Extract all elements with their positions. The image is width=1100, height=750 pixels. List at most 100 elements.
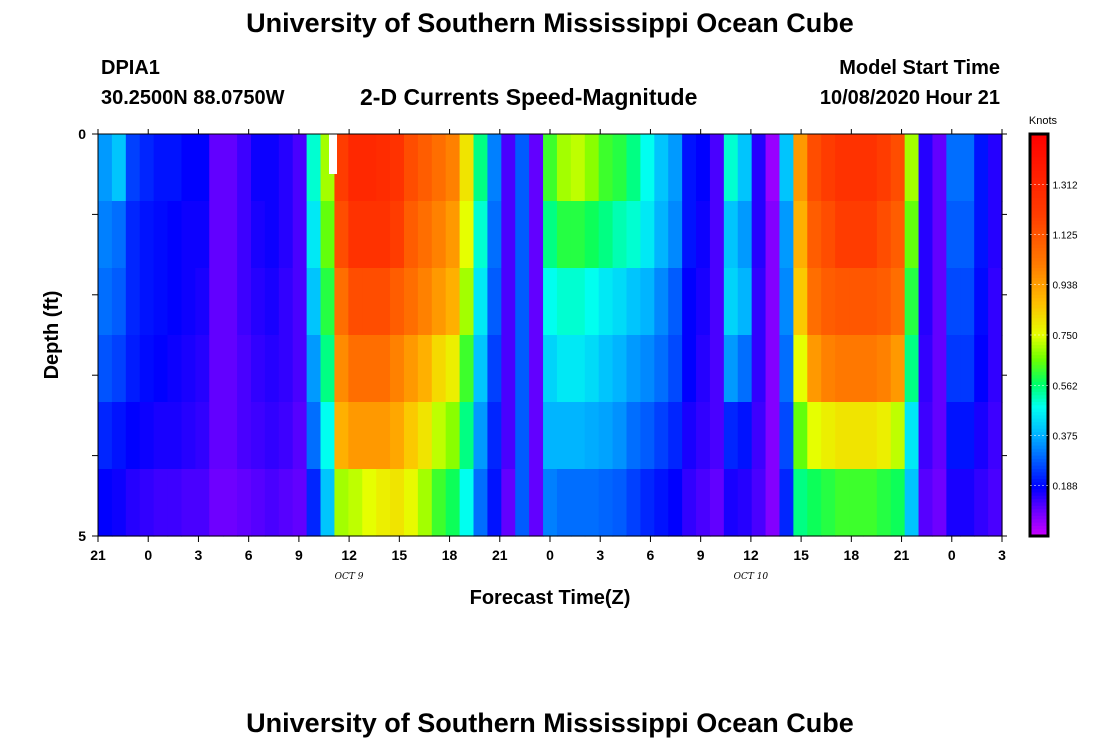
heatmap-cell: [515, 134, 530, 202]
heatmap-cell: [459, 335, 475, 403]
heatmap-cell: [250, 469, 266, 537]
heatmap-cell: [125, 201, 141, 269]
heatmap-cell: [417, 335, 433, 403]
heatmap-cell: [584, 469, 600, 537]
heatmap-cell: [487, 469, 502, 537]
heatmap-cell: [209, 469, 224, 537]
colorbar-segment: [1030, 405, 1048, 410]
heatmap-cell: [821, 268, 836, 336]
heatmap-cell: [431, 469, 447, 537]
colorbar-segment: [1030, 318, 1048, 323]
heatmap-cell: [668, 469, 683, 537]
heatmap-cell: [876, 402, 892, 470]
heatmap-cell: [292, 469, 308, 537]
heatmap-cell: [584, 201, 600, 269]
heatmap-cell: [487, 268, 502, 336]
heatmap-cell: [918, 268, 934, 336]
heatmap-cell: [431, 268, 447, 336]
heatmap-cell: [98, 402, 113, 470]
colorbar-segment: [1030, 391, 1048, 396]
heatmap-cell: [529, 134, 544, 202]
colorbar-segment: [1030, 217, 1048, 222]
heatmap-cell: [723, 469, 739, 537]
heatmap-cell: [111, 201, 127, 269]
heatmap-cell: [445, 134, 461, 202]
colorbar-segment: [1030, 495, 1048, 500]
heatmap-cell: [139, 469, 155, 537]
colorbar-segment: [1030, 365, 1048, 370]
colorbar-segment: [1030, 288, 1048, 293]
heatmap-cell: [849, 402, 864, 470]
x-tick-label: 15: [392, 547, 408, 563]
heatmap-cell: [890, 402, 906, 470]
heatmap-cell: [320, 469, 336, 537]
heatmap-cell: [125, 469, 141, 537]
heatmap-cell: [918, 469, 934, 537]
heatmap-cell: [709, 402, 725, 470]
heatmap-cell: [876, 268, 892, 336]
colorbar-segment: [1030, 140, 1048, 145]
heatmap-cell: [209, 134, 224, 202]
heatmap-cell: [793, 335, 808, 403]
colorbar-segment: [1030, 247, 1048, 252]
colorbar-segment: [1030, 321, 1048, 326]
heatmap-cell: [473, 268, 489, 336]
colorbar-segment: [1030, 502, 1048, 507]
heatmap-cell: [570, 335, 586, 403]
heatmap-cell: [835, 134, 850, 202]
colorbar-segment: [1030, 492, 1048, 497]
heatmap-cell: [918, 402, 934, 470]
x-tick-label: 18: [844, 547, 860, 563]
heatmap-cell: [668, 335, 683, 403]
heatmap-cell: [223, 134, 238, 202]
heatmap-cell: [654, 268, 669, 336]
heatmap-cell: [807, 268, 822, 336]
date-labels: OCT 9 OCT 10: [335, 572, 769, 582]
heatmap-cell: [960, 134, 975, 202]
heatmap-cell: [250, 268, 266, 336]
heatmap-cell: [974, 201, 989, 269]
heatmap-cell: [445, 201, 461, 269]
colorbar-segment: [1030, 505, 1048, 510]
colorbar-tick-label: 0.938: [1052, 281, 1077, 292]
heatmap-cell: [292, 268, 308, 336]
heatmap-cell: [556, 335, 572, 403]
heatmap-cell: [376, 201, 391, 269]
heatmap-cell: [682, 268, 697, 336]
heatmap-cell: [570, 134, 586, 202]
heatmap-cell: [974, 469, 989, 537]
heatmap-cell: [612, 201, 628, 269]
heatmap-cell: [890, 469, 906, 537]
colorbar-segment: [1030, 204, 1048, 209]
heatmap-cell: [835, 201, 850, 269]
heatmap-cell: [932, 134, 947, 202]
colorbar-segment: [1030, 479, 1048, 483]
colorbar-segment: [1030, 472, 1048, 477]
colorbar-segment: [1030, 207, 1048, 212]
heatmap-cell: [139, 335, 155, 403]
colorbar-segment: [1030, 254, 1048, 259]
colorbar-segment: [1030, 291, 1048, 296]
colorbar-segment: [1030, 418, 1048, 423]
heatmap-cell: [682, 201, 697, 269]
heatmap-cell: [807, 335, 822, 403]
colorbar-segment: [1030, 425, 1048, 430]
heatmap-cell: [334, 201, 349, 269]
heatmap-cell: [334, 335, 349, 403]
colorbar: 1.312 1.125 0.938 0.750 0.562 0.375 0.188: [1028, 132, 1078, 538]
colorbar-segment: [1030, 137, 1048, 142]
heatmap-cell: [640, 335, 655, 403]
heatmap-cell: [98, 268, 113, 336]
heatmap-cell: [376, 469, 391, 537]
heatmap-cell: [904, 201, 920, 269]
heatmap-cell: [403, 402, 419, 470]
heatmap-cell: [793, 402, 808, 470]
heatmap-cell: [237, 268, 252, 336]
heatmap-cell: [320, 335, 336, 403]
colorbar-segment: [1030, 264, 1048, 269]
heatmap-cell: [417, 134, 433, 202]
heatmap-cell: [403, 201, 419, 269]
heatmap-cell: [417, 268, 433, 336]
x-tick-label: 18: [442, 547, 458, 563]
heatmap-cell: [765, 335, 781, 403]
